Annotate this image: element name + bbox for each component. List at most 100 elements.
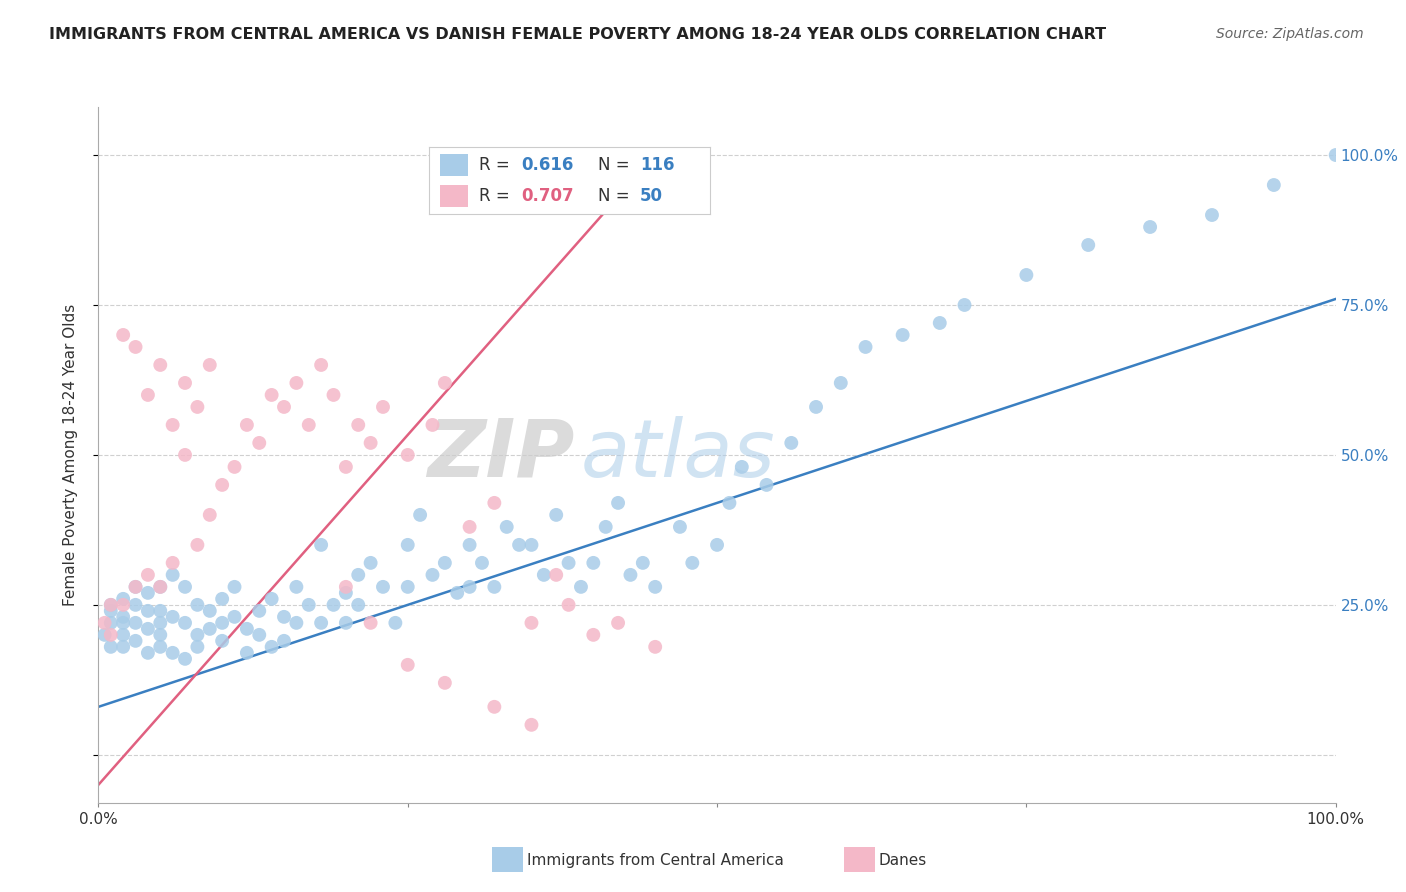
Point [124, 580, 146, 594]
Point [124, 580, 146, 594]
Point [112, 610, 135, 624]
Point [433, 556, 456, 570]
Point [706, 538, 728, 552]
Point [149, 615, 172, 630]
Text: 50: 50 [640, 187, 662, 205]
Point [644, 580, 666, 594]
Text: R =: R = [479, 187, 516, 205]
Point [198, 508, 221, 522]
Point [458, 580, 481, 594]
Point [718, 496, 741, 510]
Point [309, 538, 332, 552]
Point [855, 340, 877, 354]
Point [546, 508, 568, 522]
Point [124, 633, 146, 648]
Point [112, 640, 135, 654]
Point [458, 538, 481, 552]
Point [124, 615, 146, 630]
Point [136, 646, 159, 660]
Point [484, 580, 506, 594]
Point [569, 580, 592, 594]
Point [335, 580, 357, 594]
Text: N =: N = [598, 155, 634, 174]
Point [396, 448, 419, 462]
Point [211, 633, 233, 648]
Point [149, 640, 172, 654]
Point [93, 628, 115, 642]
Point [260, 591, 283, 606]
Point [335, 586, 357, 600]
Point [1263, 178, 1285, 192]
Point [360, 615, 382, 630]
Point [631, 556, 654, 570]
Point [211, 478, 233, 492]
Point [422, 417, 444, 432]
Point [100, 598, 122, 612]
Point [260, 388, 283, 402]
Point [149, 604, 172, 618]
Point [112, 591, 135, 606]
Point [162, 610, 184, 624]
Point [322, 388, 344, 402]
Point [236, 646, 259, 660]
Point [186, 400, 208, 414]
Text: ZIP: ZIP [427, 416, 575, 494]
Point [396, 580, 419, 594]
Text: Immigrants from Central America: Immigrants from Central America [527, 854, 785, 868]
Point [557, 556, 579, 570]
Point [112, 598, 135, 612]
Point [322, 598, 344, 612]
Point [371, 400, 394, 414]
Point [236, 417, 259, 432]
Point [136, 604, 159, 618]
Point [446, 586, 468, 600]
Point [520, 538, 543, 552]
Point [508, 538, 530, 552]
Point [520, 615, 543, 630]
Point [174, 652, 197, 666]
Point [309, 615, 332, 630]
Point [669, 520, 692, 534]
Point [224, 580, 246, 594]
Point [285, 615, 308, 630]
Point [198, 604, 221, 618]
Point [112, 628, 135, 642]
Point [458, 520, 481, 534]
Point [780, 436, 803, 450]
Point [273, 400, 295, 414]
Point [186, 538, 208, 552]
Point [211, 591, 233, 606]
Point [247, 436, 270, 450]
Point [1139, 219, 1161, 234]
Point [335, 615, 357, 630]
Point [285, 580, 308, 594]
Point [124, 340, 146, 354]
Point [100, 640, 122, 654]
Point [224, 459, 246, 474]
Point [174, 615, 197, 630]
Point [347, 417, 370, 432]
Point [347, 567, 370, 582]
Point [804, 400, 827, 414]
Point [891, 328, 914, 343]
Text: Source: ZipAtlas.com: Source: ZipAtlas.com [1216, 27, 1364, 41]
Point [607, 496, 630, 510]
Point [174, 376, 197, 390]
Point [582, 628, 605, 642]
Point [928, 316, 950, 330]
Point [174, 448, 197, 462]
Point [953, 298, 976, 312]
Point [309, 358, 332, 372]
Bar [440, 186, 468, 208]
Point [433, 376, 456, 390]
Point [186, 628, 208, 642]
Point [396, 538, 419, 552]
Point [112, 615, 135, 630]
Point [162, 556, 184, 570]
Point [731, 459, 754, 474]
Point [112, 328, 135, 343]
Point [520, 718, 543, 732]
Text: IMMIGRANTS FROM CENTRAL AMERICA VS DANISH FEMALE POVERTY AMONG 18-24 YEAR OLDS C: IMMIGRANTS FROM CENTRAL AMERICA VS DANIS… [49, 27, 1107, 42]
Y-axis label: Female Poverty Among 18-24 Year Olds: Female Poverty Among 18-24 Year Olds [63, 304, 77, 606]
Point [422, 567, 444, 582]
